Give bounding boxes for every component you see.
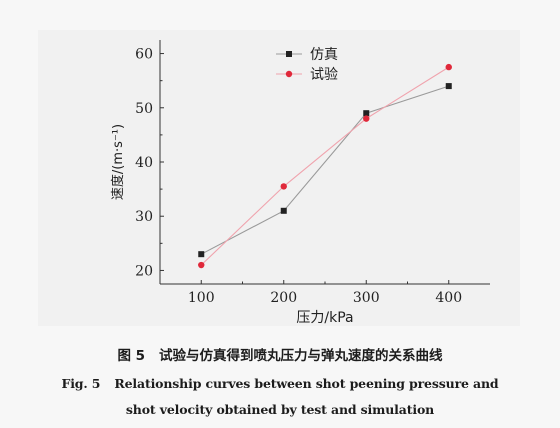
x-axis-label: 压力/kPa — [296, 310, 353, 326]
series-line-2 — [200, 66, 450, 266]
legend-label-1: 仿真 — [310, 47, 338, 63]
legend-marker-1 — [286, 51, 292, 57]
legend-label-2: 试验 — [310, 67, 338, 83]
data-point-series-2 — [445, 63, 452, 71]
x-tick-label: 400 — [435, 290, 462, 306]
data-point-series-1 — [198, 251, 205, 258]
caption-figure-label-en: Fig. 5 — [61, 376, 101, 391]
caption-text-cn: 试验与仿真得到喷丸压力与弹丸速度的关系曲线 — [159, 348, 443, 364]
x-tick-label: 200 — [270, 290, 297, 306]
y-tick-label: 50 — [135, 101, 153, 117]
legend-marker-2 — [285, 70, 293, 78]
figure-caption-english-line2: shot velocity obtained by test and simul… — [0, 402, 560, 417]
y-tick-label: 20 — [135, 263, 153, 279]
data-point-series-1 — [280, 207, 287, 214]
caption-text-en-line2: shot velocity obtained by test and simul… — [125, 402, 435, 417]
y-axis-label: 速度/(m·s⁻¹) — [110, 124, 126, 200]
caption-figure-label-cn: 图 5 — [117, 348, 146, 364]
y-tick-label: 40 — [135, 155, 153, 171]
data-point-series-2 — [198, 261, 205, 269]
data-point-series-1 — [445, 83, 452, 90]
caption-text-en-line1: Relationship curves between shot peening… — [114, 376, 499, 391]
x-tick-label: 300 — [353, 290, 380, 306]
line-chart: 20 30 40 50 60 100 200 300 400 压力/kPa 速度/(m·s⁻¹) 仿真… — [110, 40, 490, 326]
data-point-series-2 — [363, 115, 370, 122]
y-tick-label: 60 — [135, 47, 153, 63]
figure-caption-english-line1: Fig. 5 Relationship curves between shot p… — [0, 376, 560, 391]
x-tick-label: 100 — [188, 290, 215, 306]
figure-caption-chinese: 图 5 试验与仿真得到喷丸压力与弹丸速度的关系曲线 — [0, 344, 560, 364]
figure-panel: 20 30 40 50 60 100 200 300 400 压力/kPa 速度/(m·s⁻¹) 仿真… — [38, 30, 520, 326]
series-line-1 — [200, 85, 449, 255]
data-point-series-2 — [280, 183, 287, 190]
data-point-series-1 — [363, 110, 370, 117]
y-tick-label: 30 — [135, 209, 153, 225]
